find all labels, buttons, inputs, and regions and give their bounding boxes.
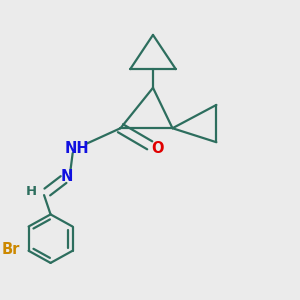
Text: O: O	[152, 141, 164, 156]
Text: NH: NH	[64, 141, 89, 156]
Text: N: N	[61, 169, 73, 184]
Text: H: H	[26, 185, 37, 199]
Text: Br: Br	[2, 242, 20, 257]
